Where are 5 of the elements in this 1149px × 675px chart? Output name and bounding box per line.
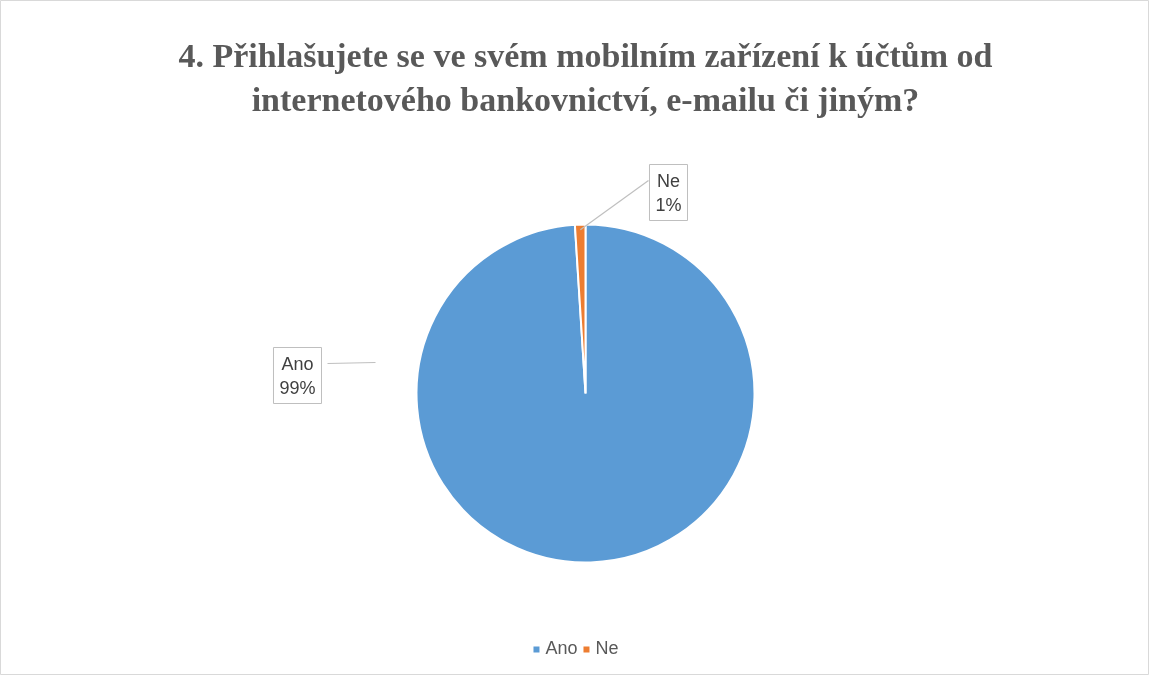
chart-title: 4. Přihlašujete se ve svém mobilním zařízení k účtům od internetového bankovnictví, e-mailu či jiným? [178,37,993,118]
data-label: Ano 99% [279,353,316,398]
legend-label: Ano [545,638,578,659]
data-label: Ne 1% [655,170,682,215]
legend-label: Ne [595,638,619,659]
